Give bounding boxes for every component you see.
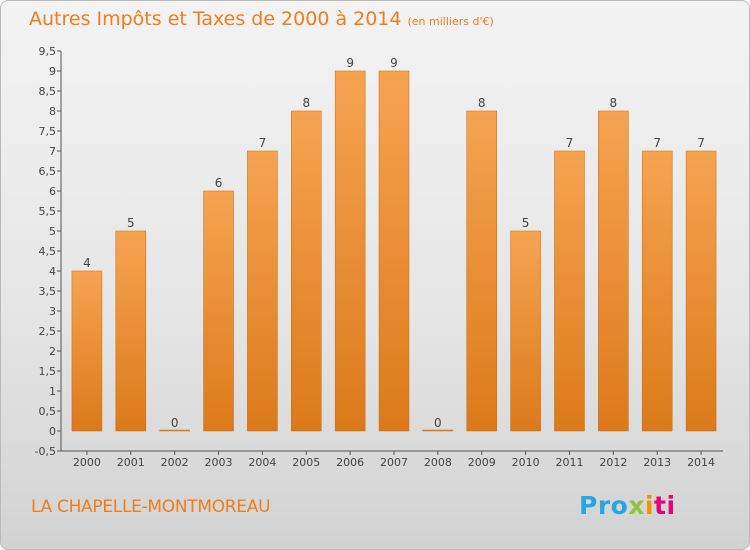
data-label-2005: 8	[302, 96, 310, 110]
x-tick-label-2013: 2013	[643, 456, 671, 469]
y-tick-label: 9,5	[39, 45, 57, 58]
x-tick-label-2001: 2001	[117, 456, 145, 469]
y-tick-label: 6	[49, 185, 56, 198]
data-label-2006: 9	[346, 56, 354, 70]
x-tick-label-2009: 2009	[468, 456, 496, 469]
x-tick-label-2000: 2000	[73, 456, 101, 469]
bar-2010	[510, 230, 541, 432]
y-tick-label: 3	[49, 305, 56, 318]
y-tick-label: 6,5	[39, 165, 57, 178]
y-tick-label: 1,5	[39, 365, 57, 378]
commune-name: LA CHAPELLE-MONTMOREAU	[31, 497, 271, 517]
y-tick-label: 7	[49, 145, 56, 158]
y-tick-label: 7,5	[39, 125, 57, 138]
x-tick-label-2006: 2006	[336, 456, 364, 469]
bars: 4 5 0 6 7 8 9 9 0 8 5 7 8 7 7	[71, 56, 717, 432]
y-tick-label: -0,5	[35, 445, 56, 458]
chart-unit: (en milliers d'€)	[407, 15, 494, 28]
logo-part-4: ti	[654, 491, 676, 520]
bar-2014	[685, 150, 717, 432]
bar-2013	[641, 150, 673, 432]
y-tick-label: 4,5	[39, 245, 57, 258]
bar-2003	[203, 190, 234, 432]
data-label-2000: 4	[83, 256, 91, 270]
data-label-2004: 7	[259, 136, 267, 150]
bar-2001	[115, 230, 147, 432]
x-tick-label-2010: 2010	[512, 456, 540, 469]
logo-part-1: Pro	[579, 491, 629, 520]
data-label-2009: 8	[478, 96, 486, 110]
x-tick-label-2014: 2014	[687, 456, 715, 469]
y-tick-label: 9	[49, 65, 56, 78]
y-tick-label: 0	[49, 425, 56, 438]
y-tick-label: 1	[49, 385, 56, 398]
y-tick-label: 2	[49, 345, 56, 358]
x-tick-label-2003: 2003	[205, 456, 233, 469]
x-tick-label-2004: 2004	[248, 456, 276, 469]
y-tick-label: 0,5	[39, 405, 57, 418]
bar-2004	[247, 150, 278, 432]
bar-2011	[554, 150, 585, 432]
bar-2000	[71, 270, 103, 432]
x-tick-label-2005: 2005	[292, 456, 320, 469]
data-label-2007: 9	[390, 56, 398, 70]
chart-title: Autres Impôts et Taxes de 2000 à 2014 (en…	[29, 8, 494, 30]
y-tick-label: 4	[49, 265, 56, 278]
data-label-2003: 6	[215, 176, 223, 190]
x-tick-label-2002: 2002	[161, 456, 189, 469]
y-tick-label: 8,5	[39, 85, 57, 98]
data-label-2010: 5	[522, 216, 530, 230]
data-label-2002: 0	[171, 416, 179, 430]
logo-part-2: x	[628, 491, 645, 520]
y-tick-label: 8	[49, 105, 56, 118]
y-tick-label: 5	[49, 225, 56, 238]
bar-2007	[378, 70, 410, 432]
x-tick-label-2008: 2008	[424, 456, 452, 469]
data-label-2013: 7	[653, 136, 661, 150]
y-tick-label: 5,5	[39, 205, 57, 218]
data-label-2012: 8	[610, 96, 618, 110]
chart-title-text: Autres Impôts et Taxes de 2000 à 2014	[29, 8, 402, 30]
x-tick-label-2012: 2012	[599, 456, 627, 469]
y-tick-label: 2,5	[39, 325, 57, 338]
bar-2009	[466, 110, 497, 432]
bar-2002	[159, 429, 190, 432]
data-label-2001: 5	[127, 216, 135, 230]
proxiti-logo[interactable]: Proxiti	[579, 491, 676, 520]
bar-2006	[334, 70, 366, 432]
bar-2005	[291, 110, 322, 432]
data-label-2014: 7	[697, 136, 705, 150]
data-label-2011: 7	[566, 136, 574, 150]
bar-2012	[598, 110, 629, 432]
axes: -0,5 0 0,5 1 1,5 2 2,5 3 3,5 4 4,5 5 5,5 6 6,5 7 7,5 8 8,5…	[35, 45, 723, 469]
x-tick-label-2007: 2007	[380, 456, 408, 469]
logo-part-3: i	[644, 491, 655, 520]
bar-2008	[422, 429, 454, 432]
data-label-2008: 0	[434, 416, 442, 430]
x-tick-label-2011: 2011	[555, 456, 583, 469]
y-tick-label: 3,5	[39, 285, 57, 298]
